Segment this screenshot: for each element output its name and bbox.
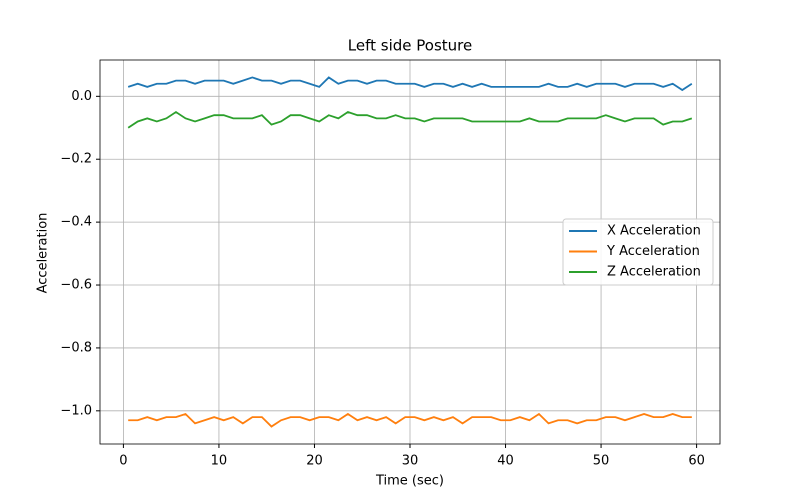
legend: X Acceleration Y Acceleration Z Accelerati… xyxy=(562,218,714,286)
data-line xyxy=(127,76,693,92)
x-tick-label: 10 xyxy=(211,454,228,469)
legend-label: Z Acceleration xyxy=(607,265,701,280)
plot-frame xyxy=(99,59,721,445)
data-line xyxy=(127,110,693,129)
y-tick-label: −0.2 xyxy=(60,152,92,167)
y-tick-label: 0.0 xyxy=(71,89,92,104)
chart-title: Left side Posture xyxy=(348,37,472,55)
y-tick-label: −0.4 xyxy=(60,215,92,230)
x-tick-label: 50 xyxy=(593,454,610,469)
y-tick-label: −1.0 xyxy=(60,403,92,418)
x-tick-label: 20 xyxy=(306,454,323,469)
legend-label: Y Acceleration xyxy=(606,244,700,259)
data-line xyxy=(128,412,692,428)
x-tick-label: 0 xyxy=(119,454,127,469)
y-tick-label: −0.6 xyxy=(60,278,92,293)
legend-box xyxy=(562,218,714,286)
y-tick-label: −0.8 xyxy=(60,340,92,355)
x-tick-label: 40 xyxy=(497,454,514,469)
x-axis-label: Time (sec) xyxy=(375,474,444,489)
legend-label: X Acceleration xyxy=(607,224,701,239)
x-tick-label: 30 xyxy=(402,454,419,469)
x-tick-label: 60 xyxy=(688,454,705,469)
y-axis-label: Acceleration xyxy=(36,213,51,294)
